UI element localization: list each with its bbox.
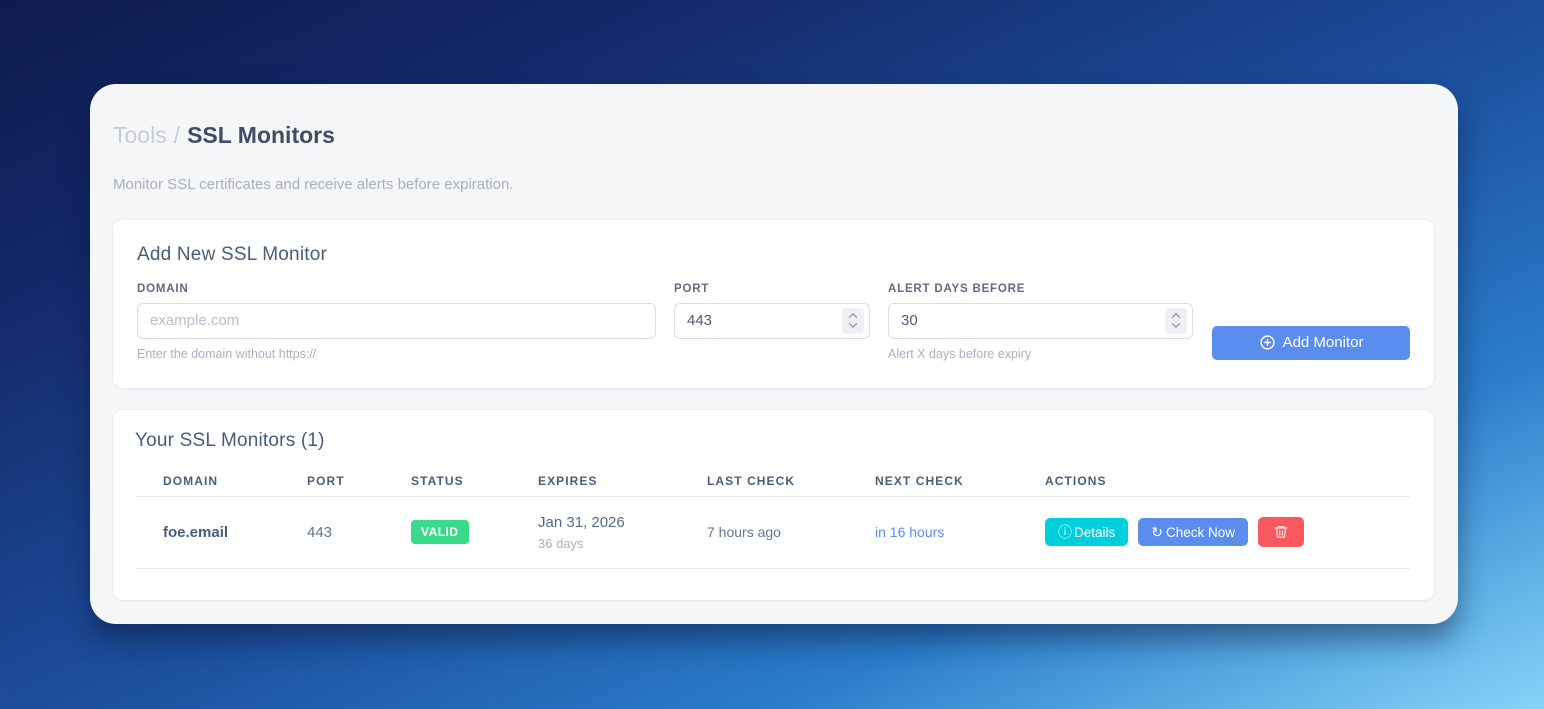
port-input[interactable] <box>674 302 870 339</box>
details-button-label: Details <box>1074 524 1116 540</box>
monitors-title: Your SSL Monitors (1) <box>135 429 325 451</box>
monitor-next-check: in 16 hours <box>875 524 945 541</box>
table-header-row: DOMAIN PORT STATUS EXPIRES LAST CHECK NE… <box>137 466 1410 497</box>
col-header-actions: ACTIONS <box>1045 473 1107 488</box>
page-subtitle: Monitor SSL certificates and receive ale… <box>113 175 514 193</box>
col-header-next-check: NEXT CHECK <box>875 473 964 488</box>
alert-days-stepper[interactable] <box>1165 307 1187 334</box>
stepper-down-icon[interactable] <box>1171 319 1181 328</box>
domain-field-group: DOMAIN Enter the domain without https:// <box>137 283 656 361</box>
delete-button[interactable] <box>1258 517 1305 548</box>
check-now-button[interactable]: ↻ Check Now <box>1138 518 1249 547</box>
monitor-port: 443 <box>307 523 333 541</box>
add-monitor-title: Add New SSL Monitor <box>137 243 328 265</box>
add-monitor-button[interactable]: Add Monitor <box>1212 325 1410 360</box>
monitors-card: Your SSL Monitors (1) DOMAIN PORT STATUS… <box>113 409 1434 600</box>
port-stepper[interactable] <box>842 307 864 334</box>
plus-circle-icon <box>1259 335 1275 350</box>
col-header-last-check: LAST CHECK <box>707 473 796 488</box>
monitor-expires-cell: Jan 31, 2026 36 days <box>538 514 707 551</box>
domain-helper-text: Enter the domain without https:// <box>137 346 317 361</box>
alert-days-field-group: ALERT DAYS BEFORE Alert X days before ex… <box>888 283 1193 361</box>
monitor-last-check: 7 hours ago <box>707 524 781 541</box>
port-field-group: PORT <box>674 283 870 339</box>
monitor-domain: foe.email <box>163 523 229 541</box>
col-header-expires: EXPIRES <box>538 473 598 488</box>
expires-days-remaining: 36 days <box>538 535 584 551</box>
page-title: SSL Monitors <box>187 122 335 148</box>
monitors-table: DOMAIN PORT STATUS EXPIRES LAST CHECK NE… <box>137 466 1410 569</box>
add-monitor-card: Add New SSL Monitor DOMAIN Enter the dom… <box>113 219 1434 388</box>
details-button[interactable]: ⓘ Details <box>1045 518 1129 547</box>
add-monitor-form: DOMAIN Enter the domain without https://… <box>137 283 1410 361</box>
breadcrumb-separator: / <box>173 122 181 148</box>
alert-days-input[interactable] <box>888 302 1193 339</box>
monitor-actions-cell: ⓘ Details ↻ Check Now <box>1045 517 1410 548</box>
stepper-down-icon[interactable] <box>848 319 858 328</box>
status-badge: VALID <box>411 520 469 545</box>
alert-days-label: ALERT DAYS BEFORE <box>888 282 1026 295</box>
breadcrumb-tools-link[interactable]: Tools <box>113 122 167 148</box>
refresh-icon: ↻ <box>1151 524 1163 541</box>
domain-input[interactable] <box>137 302 656 339</box>
breadcrumb: Tools / SSL Monitors <box>113 122 1434 150</box>
check-now-button-label: Check Now <box>1166 524 1236 540</box>
domain-label: DOMAIN <box>137 282 189 295</box>
expires-date: Jan 31, 2026 <box>538 513 625 531</box>
add-monitor-button-label: Add Monitor <box>1282 334 1364 352</box>
monitor-status-cell: VALID <box>411 520 538 545</box>
table-row: foe.email 443 VALID Jan 31, 2026 36 days… <box>137 497 1410 569</box>
alert-days-helper-text: Alert X days before expiry <box>888 346 1032 361</box>
port-label: PORT <box>674 282 710 295</box>
col-header-port: PORT <box>307 473 345 488</box>
trash-icon <box>1274 526 1288 539</box>
info-icon: ⓘ <box>1058 524 1072 541</box>
col-header-status: STATUS <box>411 473 464 488</box>
main-card: Tools / SSL Monitors Monitor SSL certifica… <box>90 84 1458 624</box>
col-header-domain: DOMAIN <box>163 473 219 488</box>
